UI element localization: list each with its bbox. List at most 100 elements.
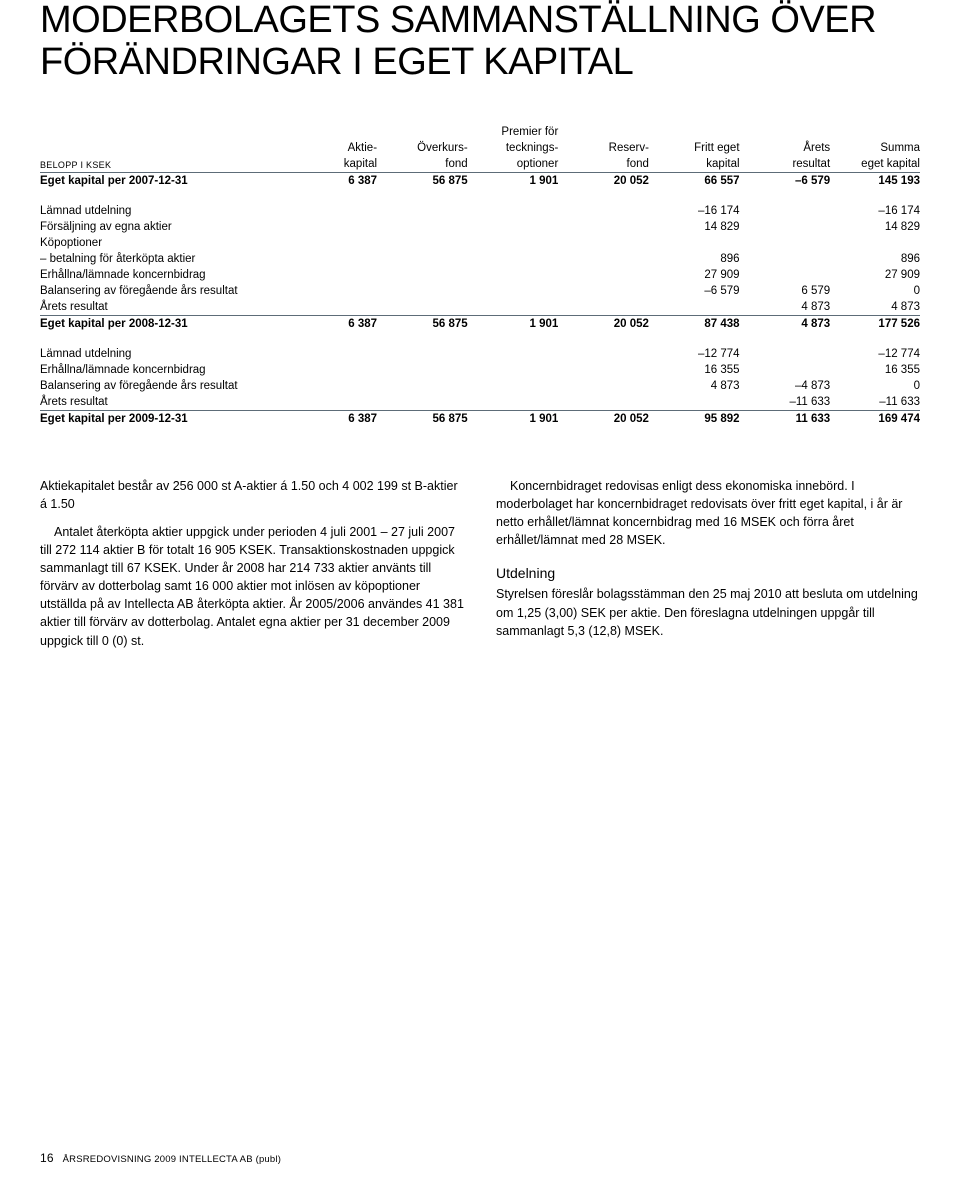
col-summa-l2: eget kapital bbox=[830, 156, 920, 173]
cell-value bbox=[558, 203, 649, 219]
cell-value: 145 193 bbox=[830, 172, 920, 189]
cell-value bbox=[558, 283, 649, 299]
table-row: – betalning för återköpta aktier896896 bbox=[40, 251, 920, 267]
cell-value bbox=[468, 283, 559, 299]
right-column: Koncernbidraget redovisas enligt dess ek… bbox=[496, 477, 920, 660]
cell-value: 896 bbox=[649, 251, 740, 267]
footer-text: ÅRSREDOVISNING 2009 INTELLECTA AB (publ) bbox=[63, 1154, 281, 1165]
cell-value bbox=[377, 346, 468, 362]
table-row: Årets resultat–11 633–11 633 bbox=[40, 394, 920, 411]
cell-value bbox=[286, 251, 377, 267]
cell-value: 16 355 bbox=[649, 362, 740, 378]
cell-value bbox=[468, 203, 559, 219]
equity-table: Premier för Aktie- Överkurs- tecknings- … bbox=[40, 124, 920, 427]
table-row: Lämnad utdelning–12 774–12 774 bbox=[40, 346, 920, 362]
cell-value bbox=[558, 362, 649, 378]
cell-value bbox=[740, 346, 831, 362]
cell-value bbox=[740, 203, 831, 219]
cell-value bbox=[558, 219, 649, 235]
table-row: Försäljning av egna aktier14 82914 829 bbox=[40, 219, 920, 235]
cell-value: 0 bbox=[830, 283, 920, 299]
table-row: Årets resultat4 8734 873 bbox=[40, 299, 920, 316]
cell-value: –4 873 bbox=[740, 378, 831, 394]
cell-value: –12 774 bbox=[830, 346, 920, 362]
cell-value: 27 909 bbox=[830, 267, 920, 283]
cell-value bbox=[468, 362, 559, 378]
cell-value bbox=[286, 346, 377, 362]
cell-value: 56 875 bbox=[377, 315, 468, 332]
left-column: Aktiekapitalet består av 256 000 st A-ak… bbox=[40, 477, 464, 660]
cell-value: 27 909 bbox=[649, 267, 740, 283]
table-row: Eget kapital per 2009-12-316 38756 8751 … bbox=[40, 410, 920, 427]
cell-value bbox=[740, 362, 831, 378]
cell-value bbox=[649, 299, 740, 316]
cell-value bbox=[377, 203, 468, 219]
col-overkurs-l2: fond bbox=[377, 156, 468, 173]
cell-value: 87 438 bbox=[649, 315, 740, 332]
right-p2: Styrelsen föreslår bolagsstämman den 25 … bbox=[496, 585, 920, 639]
cell-value bbox=[468, 251, 559, 267]
table-header-row-2: Aktie- Överkurs- tecknings- Reserv- Frit… bbox=[40, 140, 920, 156]
cell-value: 20 052 bbox=[558, 315, 649, 332]
cell-value bbox=[286, 394, 377, 411]
col-arets-l2: resultat bbox=[740, 156, 831, 173]
cell-value: 95 892 bbox=[649, 410, 740, 427]
row-label: Köpoptioner bbox=[40, 235, 286, 251]
cell-value: 6 387 bbox=[286, 315, 377, 332]
cell-value bbox=[558, 251, 649, 267]
row-label: Årets resultat bbox=[40, 299, 286, 316]
table-header-row-1: Premier för bbox=[40, 124, 920, 140]
cell-value bbox=[468, 219, 559, 235]
cell-value bbox=[286, 235, 377, 251]
col-premier-l3: optioner bbox=[468, 156, 559, 173]
cell-value: 6 387 bbox=[286, 410, 377, 427]
cell-value: –12 774 bbox=[649, 346, 740, 362]
cell-value bbox=[286, 362, 377, 378]
cell-value bbox=[558, 346, 649, 362]
cell-value bbox=[468, 299, 559, 316]
cell-value bbox=[649, 235, 740, 251]
cell-value: 4 873 bbox=[740, 315, 831, 332]
cell-value: 4 873 bbox=[740, 299, 831, 316]
unit-label: BELOPP I KSEK bbox=[40, 156, 286, 173]
cell-value bbox=[286, 203, 377, 219]
col-summa-l1: Summa bbox=[830, 140, 920, 156]
row-label: Eget kapital per 2007-12-31 bbox=[40, 172, 286, 189]
cell-value bbox=[286, 378, 377, 394]
cell-value bbox=[377, 394, 468, 411]
cell-value: 11 633 bbox=[740, 410, 831, 427]
row-label: – betalning för återköpta aktier bbox=[40, 251, 286, 267]
cell-value: 56 875 bbox=[377, 410, 468, 427]
table-row: Erhållna/lämnade koncernbidrag27 90927 9… bbox=[40, 267, 920, 283]
col-premier-l1: Premier för bbox=[468, 124, 559, 140]
page-title: MODERBOLAGETS SAMMANSTÄLLNING ÖVER FÖRÄN… bbox=[40, 0, 920, 84]
cell-value bbox=[286, 283, 377, 299]
cell-value bbox=[740, 267, 831, 283]
cell-value bbox=[377, 219, 468, 235]
cell-value: 20 052 bbox=[558, 410, 649, 427]
cell-value bbox=[377, 299, 468, 316]
col-overkurs-l1: Överkurs- bbox=[377, 140, 468, 156]
col-aktie-l1: Aktie- bbox=[286, 140, 377, 156]
row-label: Balansering av föregående års resultat bbox=[40, 283, 286, 299]
cell-value: –6 579 bbox=[740, 172, 831, 189]
cell-value bbox=[649, 394, 740, 411]
cell-value bbox=[286, 267, 377, 283]
cell-value bbox=[377, 362, 468, 378]
table-row: Erhållna/lämnade koncernbidrag16 35516 3… bbox=[40, 362, 920, 378]
cell-value: 1 901 bbox=[468, 410, 559, 427]
row-label: Försäljning av egna aktier bbox=[40, 219, 286, 235]
cell-value bbox=[830, 235, 920, 251]
row-label: Balansering av föregående års resultat bbox=[40, 378, 286, 394]
cell-value: 0 bbox=[830, 378, 920, 394]
cell-value bbox=[558, 299, 649, 316]
cell-value bbox=[286, 219, 377, 235]
table-row bbox=[40, 189, 920, 203]
col-aktie-l2: kapital bbox=[286, 156, 377, 173]
cell-value bbox=[377, 251, 468, 267]
col-fritt-l1: Fritt eget bbox=[649, 140, 740, 156]
table-row: Köpoptioner bbox=[40, 235, 920, 251]
col-arets-l1: Årets bbox=[740, 140, 831, 156]
cell-value: 56 875 bbox=[377, 172, 468, 189]
cell-value: 1 901 bbox=[468, 172, 559, 189]
